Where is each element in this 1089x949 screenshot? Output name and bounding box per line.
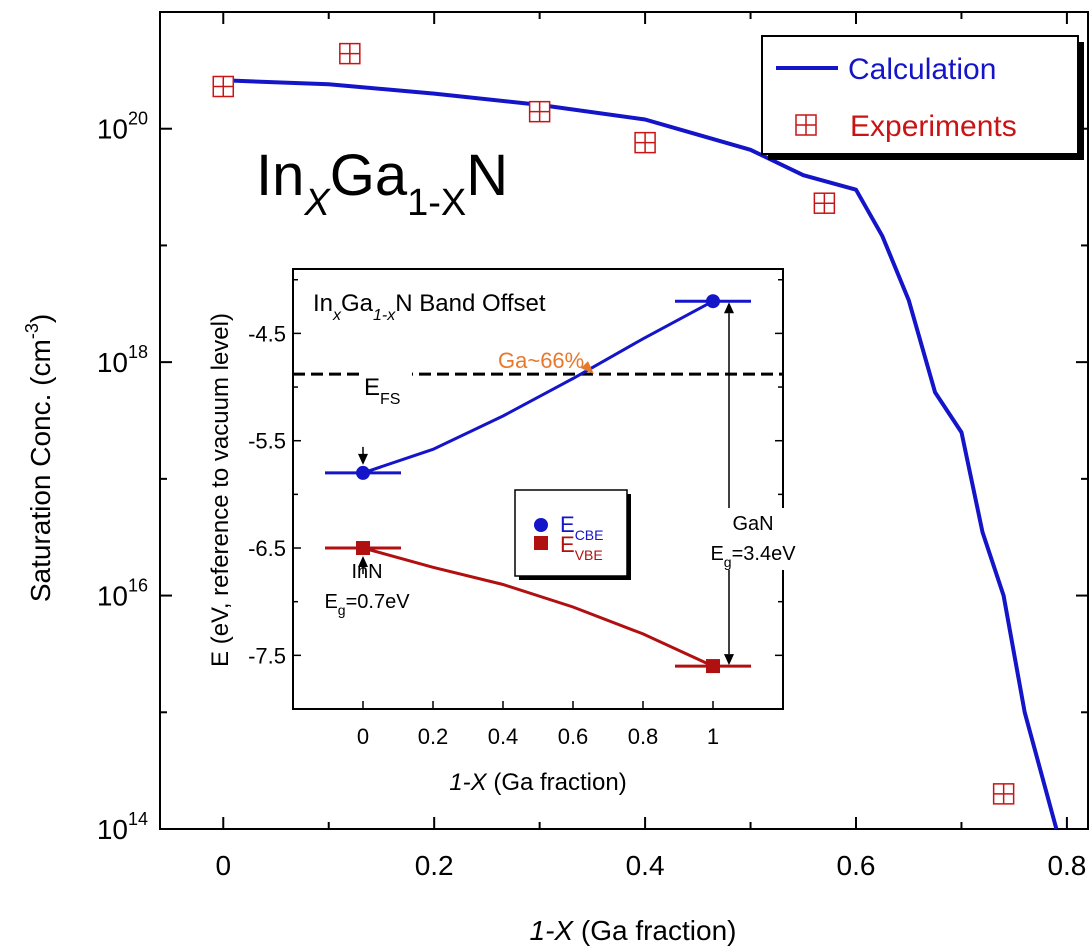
- experiment-point: [992, 783, 1015, 805]
- inset-x-axis-label: 1-X (Ga fraction): [449, 769, 626, 796]
- main-x-tick-label: 0.2: [415, 850, 454, 881]
- inn-bandgap-label: Eg=0.7eV: [324, 591, 410, 618]
- inn-arrow-top-head: [358, 453, 368, 465]
- legend-label-calculation: Calculation: [848, 53, 996, 86]
- inset-x-tick-label: 0.8: [628, 724, 659, 749]
- main-y-tick-label: 1020: [97, 109, 148, 145]
- inset-plot: 0 0.2 0.4 0.6 0.8 1 -4.5 -5.5 -6.5 -7.5 InxGa1-xN…: [207, 268, 801, 796]
- inset-y-tick-label: -4.5: [248, 321, 286, 346]
- crossing-annotation-arrowhead: [581, 361, 594, 375]
- legend-label-ecbe: ECBE: [560, 512, 603, 543]
- series-line-evbe: [362, 546, 714, 668]
- experiment-point: [528, 100, 551, 123]
- inset-y-tick-label: -6.5: [248, 536, 286, 561]
- inset-endpoint-marks: [325, 294, 751, 674]
- inset-y-tick-label: -5.5: [248, 429, 286, 454]
- gan-gap-arrow-top-head: [724, 302, 734, 314]
- inset-x-tick-label: 1: [707, 724, 719, 749]
- series-line-calculation: [223, 78, 1059, 830]
- main-x-tick-label: 0: [215, 850, 231, 881]
- legend-label-experiments: Experiments: [850, 110, 1017, 143]
- experiment-point: [813, 192, 836, 214]
- inset-tick-labels: 0 0.2 0.4 0.6 0.8 1 -4.5 -5.5 -6.5 -7.5: [248, 321, 719, 749]
- main-x-tick-label: 0.4: [626, 850, 665, 881]
- ecbe-point-inn: [356, 465, 370, 480]
- main-x-tick-label: 0.8: [1047, 850, 1086, 881]
- inset-x-tick-label: 0.4: [488, 724, 519, 749]
- legend-label-evbe: EVBE: [560, 532, 603, 563]
- legend-experiments-marker: [795, 114, 817, 136]
- efs-label: EFS: [364, 374, 400, 408]
- inset-x-tick-label: 0.2: [418, 724, 449, 749]
- experiment-point: [634, 131, 656, 154]
- experiment-point: [212, 75, 235, 98]
- main-plot-frame: [159, 11, 1089, 830]
- gan-label: GaN: [732, 513, 773, 535]
- inset-title: InxGa1-xN Band Offset: [313, 290, 546, 324]
- inset-y-axis-label: E (eV, reference to vacuum level): [207, 313, 234, 667]
- main-chart-title: InXGa1-XN: [256, 143, 508, 224]
- ecbe-point-gan: [706, 294, 720, 309]
- main-tick-labels: 0 0.2 0.4 0.6 0.8 1014 1016 1018 1020: [97, 109, 1087, 881]
- main-y-tick-label: 1014: [97, 809, 148, 845]
- series-markers-experiments: [212, 42, 1015, 805]
- main-y-tick-label: 1016: [97, 576, 148, 612]
- crossing-annotation-label: Ga~66%: [498, 348, 584, 373]
- main-legend: Calculation Experiments: [761, 35, 1084, 160]
- gan-gap-arrow-bottom-head: [724, 654, 734, 666]
- experiment-point: [339, 42, 361, 65]
- gan-bandgap-label: Eg=3.4eV: [710, 543, 796, 570]
- series-line-ecbe: [362, 299, 714, 475]
- inn-arrow-bottom-head: [358, 556, 368, 568]
- evbe-point-inn: [356, 541, 370, 556]
- gan-label-background: [706, 508, 801, 570]
- bandgap-arrows: [358, 302, 734, 666]
- main-x-tick-label: 0.6: [837, 850, 876, 881]
- inset-x-tick-label: 0.6: [558, 724, 589, 749]
- efs-label-background: [362, 368, 412, 405]
- main-x-axis-label: 1-X (Ga fraction): [530, 915, 737, 946]
- main-y-tick-label: 1018: [97, 342, 148, 378]
- legend-swatch-ecbe: [534, 518, 548, 532]
- main-y-axis-label: Saturation Conc. (cm-3): [22, 314, 56, 602]
- inset-x-tick-label: 0: [357, 724, 369, 749]
- inset-y-tick-label: -7.5: [248, 643, 286, 668]
- legend-swatch-experiments: [795, 114, 817, 136]
- inset-plot-frame: [292, 268, 784, 710]
- evbe-point-gan: [706, 659, 720, 674]
- main-axis-ticks: [160, 11, 1088, 830]
- inset-legend: ECBE EVBE: [514, 489, 631, 580]
- inn-label: InN: [351, 561, 382, 583]
- legend-swatch-evbe: [534, 536, 548, 550]
